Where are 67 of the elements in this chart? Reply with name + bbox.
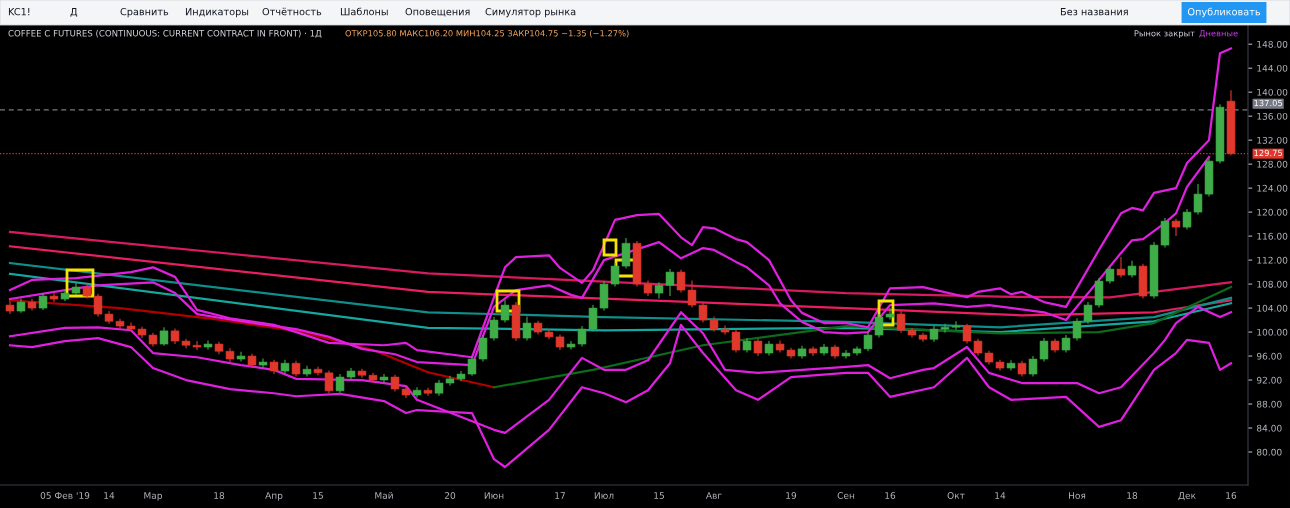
x-tick-label: Сен (837, 492, 855, 499)
candlestick (159, 326, 169, 347)
text: Д (70, 8, 78, 17)
x-tick-label: 05 Фев '19 (40, 492, 90, 499)
y-tick-label: 128.00 (1257, 160, 1288, 168)
x-tick-label: 17 (555, 492, 565, 499)
line-series (8, 261, 1233, 329)
text: Шаблоны (340, 7, 388, 16)
y-tick-label: 124.00 (1257, 184, 1288, 192)
annotation: Дневные (1199, 30, 1238, 38)
candlestick (1116, 256, 1126, 279)
x-tick-label: 20 (444, 492, 456, 499)
text: COFFEE C FUTURES (CONTINUOUS: CURRENT CONTRACT IN FRONT) · 1Д (8, 29, 322, 38)
x-tick-label: 16 (1226, 492, 1237, 499)
y-tick-label: 100.00 (1257, 328, 1288, 336)
y-tick-label: 144.00 (1257, 64, 1288, 72)
x-tick-label: 18 (214, 492, 225, 499)
text: Отчётность (262, 7, 322, 16)
text: Индикаторы (185, 8, 249, 18)
annotation: Рынок закрыт (1134, 30, 1195, 39)
y-tick-label: 108.00 (1257, 280, 1288, 288)
x-tick-label: 18 (1127, 492, 1138, 499)
text: KC1! (8, 7, 30, 16)
line-series (492, 285, 1233, 389)
candlestick (49, 291, 59, 303)
x-tick-label: 14 (995, 492, 1006, 499)
x-tick-label: Дек (1178, 492, 1196, 501)
line-series (8, 245, 1233, 317)
x-tick-label: Июн (484, 492, 504, 499)
candlestick (1171, 218, 1181, 237)
x-tick-label: Авг (705, 492, 722, 499)
text: Оповещения (405, 7, 470, 17)
text: Опубликовать (1187, 7, 1261, 18)
text: Без названия (1060, 8, 1128, 16)
y-tick-label: 88.00 (1256, 400, 1282, 408)
x-tick-label: Мар (144, 492, 163, 501)
y-tick-label: 116.00 (1257, 232, 1288, 240)
line-series (8, 299, 496, 389)
line-series (8, 272, 1233, 334)
text: Сравнить (120, 7, 169, 18)
x-tick-label: Май (375, 491, 393, 499)
y-tick-label: 104.00 (1257, 304, 1288, 312)
y-tick-label: 120.00 (1257, 208, 1288, 216)
x-tick-label: 14 (104, 492, 115, 499)
line-series (8, 230, 1233, 299)
annotation: ОТКР105.80 МАКС106.20 МИН104.25 ЗАКР104.75 −1.35 (−1.27%) (345, 29, 629, 38)
y-tick-label: 136.00 (1257, 112, 1288, 120)
x-tick-label: Июл (594, 492, 614, 499)
y-tick-label: 132.00 (1257, 136, 1288, 144)
y-tick-label: 112.00 (1257, 256, 1288, 264)
x-tick-label: 15 (654, 492, 664, 499)
y-tick-label: 148.00 (1257, 40, 1288, 48)
ref-line-label: 129.75 (1254, 149, 1282, 157)
candlestick (522, 315, 532, 342)
ref-line-label: 137.05 (1254, 99, 1282, 107)
y-tick-label: 96.00 (1256, 352, 1282, 360)
x-tick-label: Ноя (1069, 492, 1086, 499)
x-tick-label: 16 (885, 492, 896, 499)
x-tick-label: 19 (786, 492, 797, 499)
text: Симулятор рынка (485, 7, 576, 18)
y-tick-label: 92.00 (1256, 376, 1282, 384)
y-tick-label: 80.00 (1256, 448, 1282, 456)
x-tick-label: 15 (313, 492, 323, 499)
y-tick-label: 140.00 (1257, 88, 1288, 96)
x-tick-label: Апр (265, 492, 283, 501)
y-tick-label: 84.00 (1256, 424, 1282, 432)
x-tick-label: Окт (947, 492, 965, 499)
